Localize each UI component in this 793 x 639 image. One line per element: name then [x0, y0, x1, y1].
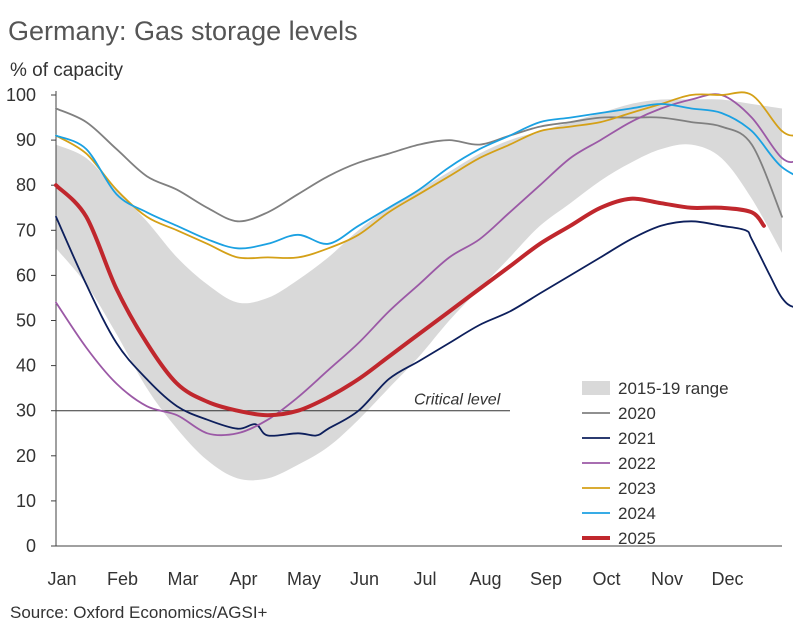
legend-swatch-range — [582, 381, 610, 395]
range-band-2015-19 — [56, 99, 782, 481]
legend-label-2025: 2025 — [618, 529, 656, 548]
y-tick-label: 80 — [16, 175, 36, 195]
series-line-2025 — [54, 183, 766, 418]
x-tick-label: Oct — [593, 569, 621, 589]
x-tick-label: Sep — [530, 569, 562, 589]
x-tick-label: Jun — [350, 569, 379, 589]
legend-label-range: 2015-19 range — [618, 379, 729, 398]
y-axis-label: % of capacity — [10, 60, 123, 81]
y-tick-label: 100 — [6, 85, 36, 105]
legend-label-2020: 2020 — [618, 404, 656, 423]
y-tick-label: 20 — [16, 446, 36, 466]
legend-label-2022: 2022 — [618, 454, 656, 473]
x-tick-label: Jan — [48, 569, 77, 589]
y-tick-label: 60 — [16, 265, 36, 285]
chart-title: Germany: Gas storage levels — [8, 16, 358, 46]
x-tick-label: Feb — [107, 569, 138, 589]
legend-label-2023: 2023 — [618, 479, 656, 498]
legend-label-2024: 2024 — [618, 504, 656, 523]
y-tick-label: 50 — [16, 311, 36, 331]
x-tick-label: Apr — [230, 569, 258, 589]
series-line-2020 — [55, 107, 783, 223]
y-tick-label: 70 — [16, 220, 36, 240]
series-line-2024 — [55, 103, 793, 250]
x-tick-label: Dec — [712, 569, 744, 589]
critical-level-label: Critical level — [414, 392, 501, 409]
series-line-2021 — [55, 215, 793, 437]
y-tick-label: 30 — [16, 401, 36, 421]
source-note: Source: Oxford Economics/AGSI+ — [10, 603, 268, 622]
x-tick-label: May — [287, 569, 321, 589]
y-tick-label: 40 — [16, 356, 36, 376]
legend-label-2021: 2021 — [618, 429, 656, 448]
y-tick-label: 10 — [16, 491, 36, 511]
y-tick-label: 0 — [26, 536, 36, 556]
x-tick-label: Nov — [651, 569, 683, 589]
series-line-2023 — [55, 91, 793, 260]
y-tick-label: 90 — [16, 130, 36, 150]
x-tick-label: Aug — [470, 569, 502, 589]
x-tick-label: Mar — [168, 569, 199, 589]
x-tick-label: Jul — [414, 569, 437, 589]
